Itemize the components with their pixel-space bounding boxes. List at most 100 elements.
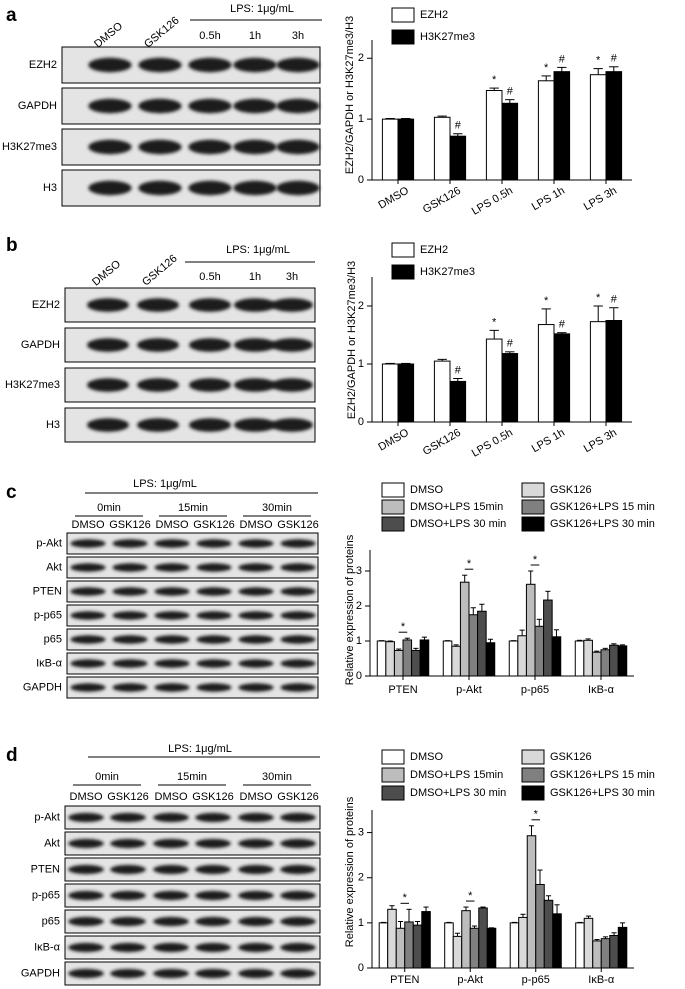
band	[87, 418, 129, 432]
blot-box	[66, 676, 319, 699]
error-bar	[611, 932, 617, 936]
band	[238, 942, 274, 953]
error-bar	[602, 647, 608, 650]
band	[88, 139, 132, 155]
bar	[509, 922, 520, 969]
bar	[583, 639, 593, 677]
bar	[592, 940, 602, 969]
bar	[517, 635, 527, 677]
bar	[543, 899, 554, 969]
legend-swatch	[381, 516, 405, 532]
bar	[433, 360, 451, 423]
x-tick-label: p-Akt	[456, 684, 482, 696]
band	[280, 659, 316, 668]
bar	[508, 640, 519, 677]
significance-marker: #	[455, 120, 462, 132]
bar	[591, 651, 602, 677]
bar	[468, 614, 479, 677]
band	[154, 635, 190, 644]
lane-label: 3h	[286, 271, 298, 283]
band	[280, 683, 316, 692]
band	[238, 635, 274, 644]
row-label: p-Akt	[34, 811, 60, 823]
band	[70, 611, 106, 620]
lane-label: DMSO	[240, 791, 273, 803]
error-bar	[471, 925, 478, 929]
panel-label: d	[6, 745, 18, 766]
bar	[485, 90, 503, 181]
row-label: PTEN	[33, 585, 62, 597]
error-bar	[528, 570, 534, 585]
band	[153, 890, 189, 901]
bar	[444, 922, 454, 969]
band	[238, 838, 274, 849]
band	[280, 838, 316, 849]
bar	[452, 935, 463, 969]
x-tick-label: GSK126	[421, 427, 463, 458]
blot-box	[66, 556, 319, 579]
error-bar	[619, 644, 626, 646]
legend-label: DMSO+LPS 30 min	[410, 787, 506, 799]
error-bar	[594, 939, 600, 941]
band	[138, 180, 182, 196]
y-tick-label: 1	[358, 917, 364, 929]
significance-marker: *	[596, 55, 601, 67]
time-label: 30min	[262, 771, 292, 783]
bar	[381, 363, 399, 423]
row-label: GAPDH	[21, 339, 60, 351]
band	[112, 635, 148, 644]
band	[88, 57, 132, 73]
band	[153, 916, 189, 927]
bar	[442, 640, 453, 677]
error-bar	[536, 618, 542, 627]
blot-box	[64, 805, 321, 830]
legend-swatch	[521, 499, 545, 515]
error-bar	[413, 647, 419, 651]
band	[238, 890, 274, 901]
error-bar	[489, 329, 499, 340]
band	[233, 57, 277, 73]
error-bar	[401, 362, 411, 364]
error-bar	[462, 574, 468, 583]
band	[280, 539, 316, 548]
y-tick-label: 0	[358, 416, 364, 428]
bar	[534, 625, 545, 677]
x-tick-label: LPS 0.5h	[470, 185, 515, 218]
error-bar	[545, 590, 551, 601]
band	[112, 659, 148, 668]
significance-marker: *	[544, 62, 549, 74]
bar	[525, 583, 536, 677]
treatment-label: LPS: 1μg/mL	[168, 743, 232, 755]
band	[196, 611, 232, 620]
y-tick-label: 0	[356, 670, 362, 682]
band	[112, 587, 148, 596]
blot-box	[64, 857, 321, 882]
row-label: GAPDH	[23, 681, 62, 693]
band	[112, 539, 148, 548]
band	[238, 968, 274, 979]
band	[110, 968, 146, 979]
legend-swatch	[391, 242, 415, 258]
band	[137, 418, 179, 432]
band	[271, 378, 313, 392]
row-label: EZH2	[32, 299, 60, 311]
band	[280, 942, 316, 953]
lane-label: DMSO	[240, 519, 273, 531]
bar	[535, 883, 545, 969]
band	[70, 539, 106, 548]
lane-label: DMSO	[155, 791, 188, 803]
bar	[551, 636, 562, 677]
band	[188, 139, 232, 155]
x-tick-label: LPS 1h	[530, 427, 567, 455]
band	[153, 812, 189, 823]
band	[70, 659, 106, 668]
legend-label: EZH2	[420, 244, 448, 256]
y-axis-title: Relative expression of proteins	[344, 534, 356, 685]
band	[238, 563, 274, 572]
band	[110, 864, 146, 875]
band	[271, 338, 313, 352]
band	[238, 864, 274, 875]
band	[195, 916, 231, 927]
legend-swatch	[391, 29, 415, 45]
row-label: PTEN	[31, 863, 60, 875]
